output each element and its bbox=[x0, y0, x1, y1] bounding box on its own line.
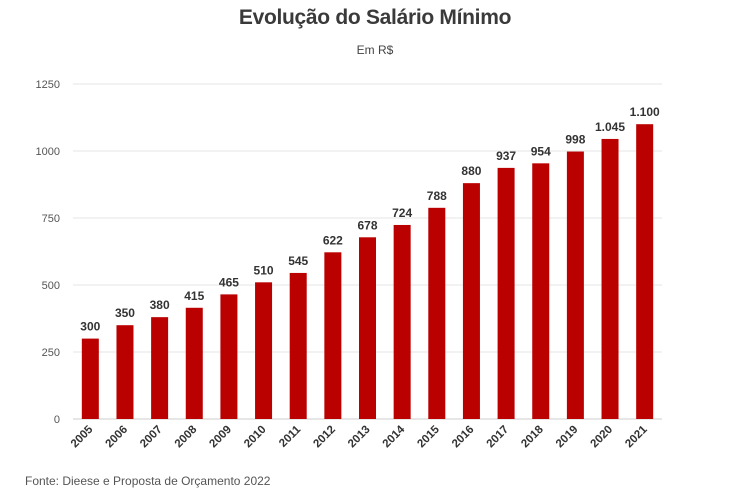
bar bbox=[81, 338, 99, 419]
bars bbox=[81, 124, 654, 419]
bar bbox=[532, 163, 550, 419]
x-tick-label: 2013 bbox=[346, 424, 373, 451]
data-label: 415 bbox=[184, 289, 204, 303]
x-tick-label: 2020 bbox=[589, 424, 616, 451]
x-tick-label: 2007 bbox=[138, 424, 165, 451]
y-tick-label: 1000 bbox=[36, 146, 60, 158]
x-tick-label: 2011 bbox=[277, 423, 304, 450]
data-label: 1.100 bbox=[630, 105, 660, 119]
data-label: 1.045 bbox=[595, 120, 625, 134]
y-tick-label: 500 bbox=[42, 280, 60, 292]
source-note: Fonte: Dieese e Proposta de Orçamento 20… bbox=[25, 474, 271, 488]
data-label: 937 bbox=[496, 149, 516, 163]
x-tick-label: 2016 bbox=[450, 424, 477, 451]
x-tick-label: 2018 bbox=[519, 423, 546, 450]
data-label: 880 bbox=[461, 164, 481, 178]
bar bbox=[462, 183, 480, 419]
bar bbox=[220, 294, 238, 419]
x-axis: 2005 2006 2007 2008 2009 2010 2011 2012 2013 2014… bbox=[69, 423, 650, 450]
bar bbox=[428, 207, 446, 419]
data-label: 300 bbox=[80, 320, 100, 334]
bar bbox=[359, 237, 376, 419]
bar bbox=[636, 124, 654, 419]
data-label: 622 bbox=[323, 233, 343, 247]
x-tick-label: 2019 bbox=[554, 424, 581, 451]
x-tick-label: 2015 bbox=[415, 423, 442, 450]
data-label: 678 bbox=[357, 218, 377, 232]
data-label: 380 bbox=[150, 298, 170, 312]
bar bbox=[393, 224, 411, 419]
data-label: 788 bbox=[427, 189, 447, 203]
data-labels: 300 350 380 415 465 510 545 622 678 724 788 880 937 9… bbox=[80, 105, 660, 333]
x-tick-label: 2008 bbox=[173, 423, 200, 450]
x-tick-label: 2012 bbox=[311, 424, 338, 451]
y-tick-label: 0 bbox=[54, 414, 60, 426]
bar bbox=[324, 252, 342, 419]
x-tick-label: 2005 bbox=[69, 423, 96, 450]
bar bbox=[601, 138, 619, 419]
bar bbox=[185, 307, 203, 419]
bar bbox=[566, 151, 584, 419]
chart-subtitle: Em R$ bbox=[356, 43, 394, 57]
data-label: 510 bbox=[254, 263, 274, 277]
x-tick-label: 2014 bbox=[381, 423, 408, 450]
data-label: 998 bbox=[565, 133, 585, 147]
y-tick-label: 250 bbox=[42, 347, 60, 359]
y-tick-label: 750 bbox=[42, 213, 60, 225]
data-label: 545 bbox=[288, 254, 308, 268]
y-axis: 0 250 500 750 1000 1250 bbox=[36, 79, 60, 426]
x-tick-label: 2009 bbox=[207, 424, 234, 451]
bar bbox=[151, 317, 169, 419]
x-tick-label: 2021 bbox=[623, 423, 650, 450]
data-label: 724 bbox=[392, 206, 412, 220]
chart-title: Evolução do Salário Mínimo bbox=[238, 6, 512, 29]
y-tick-label: 1250 bbox=[36, 79, 60, 91]
x-tick-label: 2006 bbox=[104, 424, 131, 451]
bar bbox=[255, 282, 273, 419]
data-label: 350 bbox=[115, 306, 135, 320]
bar bbox=[116, 325, 134, 419]
data-label: 954 bbox=[531, 144, 551, 158]
x-tick-label: 2010 bbox=[242, 424, 269, 451]
data-label: 465 bbox=[219, 275, 239, 289]
bar bbox=[497, 167, 515, 419]
x-tick-label: 2017 bbox=[485, 424, 512, 451]
bar bbox=[289, 272, 307, 419]
